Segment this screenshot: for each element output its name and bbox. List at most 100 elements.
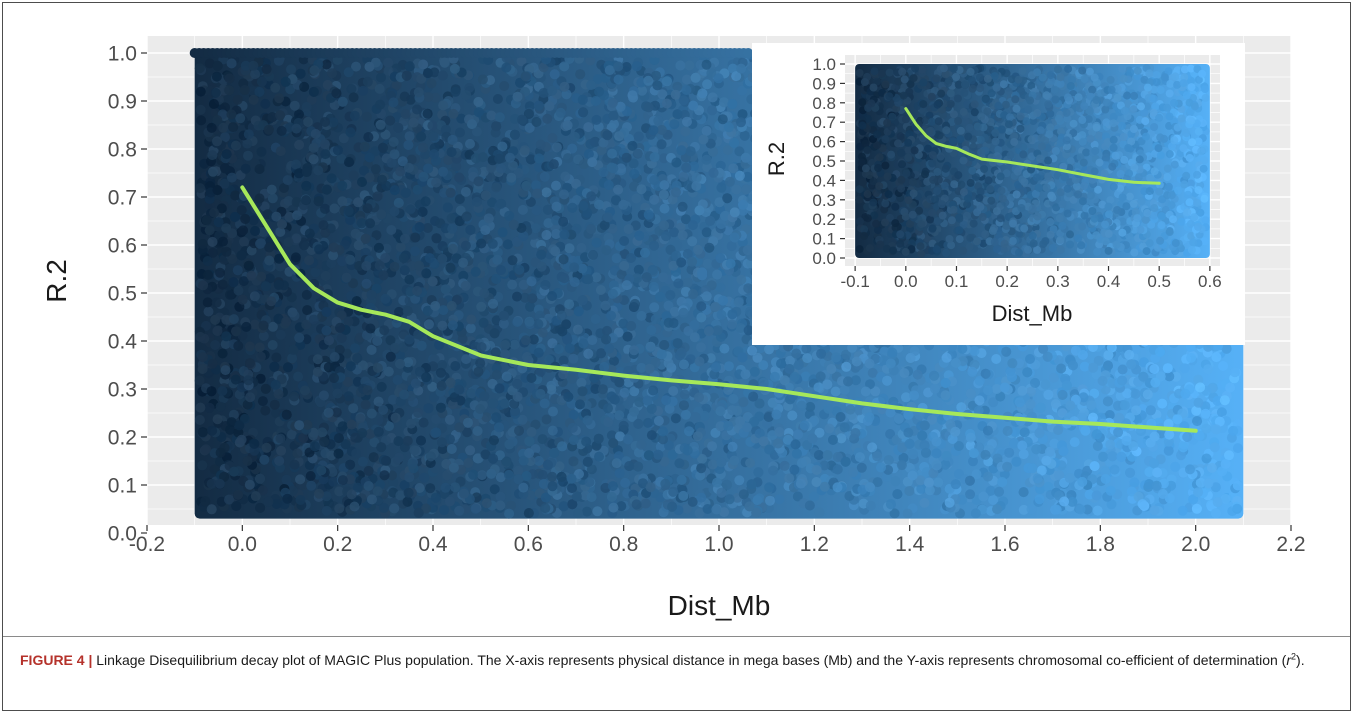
scatter-point [566, 373, 577, 384]
scatter-point [258, 331, 269, 341]
scatter-point [427, 381, 438, 392]
scatter-point [607, 223, 618, 234]
scatter-point [473, 96, 484, 107]
scatter-point [722, 145, 733, 156]
scatter-point [1157, 398, 1168, 409]
scatter-point [348, 92, 359, 103]
scatter-point [388, 477, 399, 488]
scatter-point [592, 74, 603, 85]
scatter-point [363, 465, 374, 476]
scatter-point [495, 491, 506, 502]
scatter-point [576, 242, 587, 253]
scatter-point [203, 306, 214, 317]
scatter-point [260, 98, 271, 109]
scatter-point [423, 92, 434, 102]
scatter-point [290, 252, 301, 263]
scatter-point [1176, 450, 1186, 461]
scatter-point [1069, 437, 1080, 448]
scatter-point [391, 63, 402, 74]
scatter-point [462, 427, 473, 438]
scatter-point [696, 342, 706, 353]
scatter-point [564, 243, 575, 254]
scatter-point [670, 413, 681, 424]
scatter-point [207, 247, 218, 258]
scatter-point [256, 146, 267, 157]
scatter-point [289, 459, 300, 470]
scatter-point [233, 340, 244, 351]
scatter-point [357, 456, 368, 467]
scatter-point [988, 495, 999, 505]
scatter-point [649, 302, 660, 313]
scatter-point [668, 386, 679, 396]
scatter-point [705, 353, 716, 364]
scatter-point [1098, 451, 1109, 462]
scatter-point [352, 376, 363, 387]
scatter-point [513, 465, 524, 476]
scatter-point [259, 201, 270, 212]
scatter-point [968, 456, 978, 467]
scatter-point [724, 176, 735, 187]
scatter-point [530, 419, 541, 430]
scatter-point [370, 164, 381, 175]
scatter-point [684, 60, 695, 71]
scatter-point [728, 393, 739, 404]
scatter-point [239, 236, 249, 247]
scatter-point [1178, 442, 1189, 453]
scatter-point [334, 486, 345, 497]
scatter-point [745, 457, 756, 468]
scatter-point [512, 317, 523, 327]
scatter-point [1211, 352, 1222, 363]
scatter-point [680, 214, 691, 225]
scatter-point [456, 113, 467, 124]
scatter-point [785, 355, 795, 366]
scatter-point [422, 223, 433, 233]
scatter-point [450, 361, 461, 371]
scatter-point [1109, 464, 1120, 475]
scatter-point [988, 397, 999, 408]
scatter-point [266, 184, 277, 195]
scatter-point [485, 171, 496, 182]
scatter-point [1011, 456, 1022, 467]
scatter-point [346, 84, 357, 94]
scatter-point [525, 301, 535, 312]
scatter-point [1218, 361, 1229, 371]
scatter-point [301, 101, 312, 112]
scatter-point [350, 343, 361, 354]
scatter-point [872, 477, 883, 488]
scatter-point [554, 461, 565, 472]
main-chart: -0.2 0.0 0.2 0.4 0.6 0.8 1.0 1.2 1.4 1.6 1.8 2.0 2.2… [41, 36, 1306, 621]
scatter-point [619, 236, 630, 246]
scatter-point [631, 193, 642, 204]
scatter-point [343, 67, 354, 78]
scatter-point [649, 240, 660, 251]
scatter-point [701, 227, 712, 238]
scatter-point [220, 339, 231, 350]
scatter-point [334, 344, 345, 355]
scatter-point [541, 414, 552, 425]
scatter-point [379, 325, 390, 336]
scatter-point [413, 408, 424, 418]
scatter-point [271, 408, 282, 419]
scatter-point [1177, 505, 1188, 516]
scatter-point [539, 398, 550, 409]
scatter-point [348, 170, 359, 181]
scatter-point [1137, 438, 1148, 449]
scatter-point [1122, 388, 1133, 399]
scatter-point [687, 236, 698, 247]
scatter-point [274, 93, 285, 104]
scatter-point [267, 321, 278, 332]
scatter-point [680, 126, 691, 137]
scatter-point [716, 182, 727, 193]
scatter-point [591, 114, 602, 125]
scatter-point [502, 239, 513, 250]
scatter-point [890, 476, 901, 487]
scatter-point [659, 456, 670, 467]
scatter-point [220, 132, 230, 143]
scatter-point [249, 319, 260, 330]
scatter-point [626, 253, 636, 263]
scatter-point [889, 508, 900, 519]
scatter-point [448, 108, 459, 119]
scatter-point [516, 56, 527, 67]
scatter-point [716, 309, 727, 320]
